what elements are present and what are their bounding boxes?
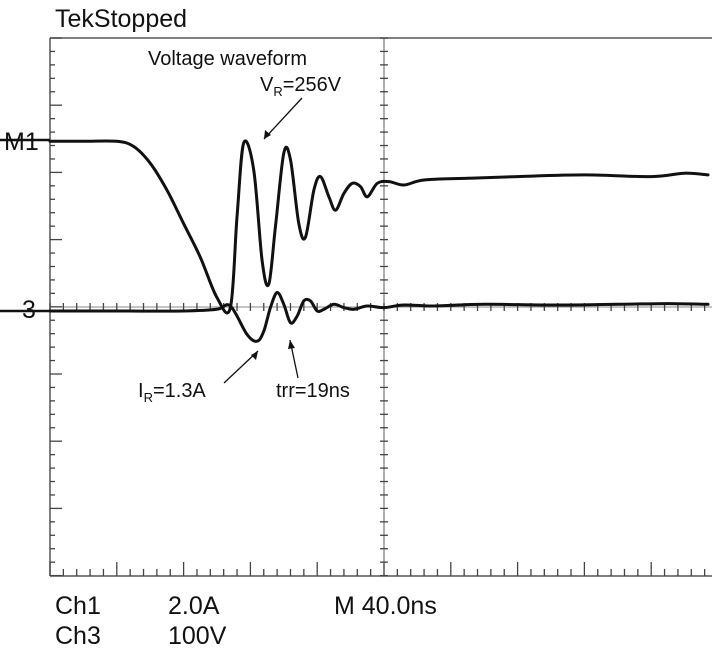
voltage-point-15 xyxy=(274,225,277,229)
trr-arrowhead xyxy=(288,340,295,349)
current-point-28 xyxy=(706,303,710,306)
current-point-1 xyxy=(115,309,119,313)
voltage-point-1 xyxy=(82,140,85,143)
voltage-point-6 xyxy=(182,222,185,225)
vr-arrowhead xyxy=(264,130,271,139)
current-point-11 xyxy=(289,321,292,324)
ch3-label: Ch3 xyxy=(55,622,101,650)
voltage-point-27 xyxy=(366,195,369,198)
voltage-point-32 xyxy=(466,177,469,180)
voltage-point-8 xyxy=(215,296,219,299)
current-point-3 xyxy=(215,308,219,311)
voltage-point-30 xyxy=(402,183,406,187)
ir-arrow xyxy=(223,350,259,384)
current-point-17 xyxy=(332,303,336,306)
current-point-23 xyxy=(432,304,436,308)
ch1-label: Ch1 xyxy=(55,592,101,620)
voltage-point-20 xyxy=(312,188,316,192)
voltage-waveform-label: Voltage waveform xyxy=(148,48,307,70)
timebase-readout: M 40.0ns xyxy=(334,592,437,620)
current-point-13 xyxy=(302,299,305,303)
current-point-19 xyxy=(352,308,356,311)
current-point-24 xyxy=(483,303,486,306)
trr-label: trr=19ns xyxy=(276,380,350,402)
current-point-20 xyxy=(366,304,369,308)
voltage-point-22 xyxy=(327,195,331,198)
trace-points xyxy=(48,140,710,343)
ir-value: =1.3A xyxy=(153,380,206,402)
ir-main: I xyxy=(138,380,144,402)
voltage-point-19 xyxy=(304,235,307,239)
current-point-12 xyxy=(296,314,299,318)
ir-arrowhead xyxy=(251,351,258,360)
current-point-7 xyxy=(262,330,265,333)
status-text: TekStopped xyxy=(55,5,187,33)
current-point-22 xyxy=(402,303,406,307)
current-point-25 xyxy=(549,303,553,307)
voltage-point-26 xyxy=(359,185,362,188)
voltage-point-17 xyxy=(289,158,292,161)
voltage-point-23 xyxy=(334,209,337,212)
voltage-point-11 xyxy=(242,141,245,145)
voltage-trace xyxy=(48,139,710,315)
voltage-point-7 xyxy=(199,256,202,259)
voltage-point-31 xyxy=(422,178,426,182)
ch1-scale: 2.0A xyxy=(168,592,220,620)
voltage-point-3 xyxy=(132,145,135,148)
voltage-point-13 xyxy=(260,259,264,262)
voltage-point-16 xyxy=(282,151,285,155)
voltage-point-34 xyxy=(583,173,586,177)
voltage-point-25 xyxy=(351,182,354,185)
current-point-10 xyxy=(282,303,285,306)
current-point-14 xyxy=(309,299,312,303)
voltage-point-28 xyxy=(376,182,379,185)
vr-value: =256V xyxy=(283,74,342,96)
current-point-0 xyxy=(48,309,52,313)
current-point-2 xyxy=(182,309,185,313)
voltage-point-24 xyxy=(342,192,346,195)
voltage-point-37 xyxy=(706,173,710,177)
ch3-scale: 100V xyxy=(168,622,227,650)
current-point-18 xyxy=(342,306,346,309)
current-point-27 xyxy=(666,302,670,305)
voltage-point-4 xyxy=(149,162,152,165)
current-trace xyxy=(48,291,710,343)
voltage-point-33 xyxy=(516,175,519,178)
vr-main: V xyxy=(260,74,274,96)
voltage-point-12 xyxy=(252,168,255,172)
voltage-point-5 xyxy=(165,188,169,192)
current-point-4 xyxy=(229,304,232,308)
marker-m1: M1 xyxy=(4,128,39,156)
current-point-26 xyxy=(616,303,619,306)
voltage-point-35 xyxy=(650,175,653,178)
ir-label: IR=1.3A xyxy=(138,380,206,405)
voltage-point-29 xyxy=(387,180,391,183)
voltage-point-2 xyxy=(115,140,119,143)
current-point-8 xyxy=(269,306,272,309)
voltage-point-36 xyxy=(683,172,686,175)
voltage-point-18 xyxy=(297,222,300,225)
current-point-21 xyxy=(382,306,386,309)
ir-subscript: R xyxy=(144,390,153,405)
current-point-6 xyxy=(255,340,259,343)
current-point-9 xyxy=(275,291,279,294)
voltage-point-14 xyxy=(267,282,270,286)
vr-subscript: R xyxy=(273,84,282,99)
current-point-15 xyxy=(316,309,319,313)
voltage-point-10 xyxy=(235,215,239,219)
current-point-5 xyxy=(245,333,249,336)
current-point-16 xyxy=(322,308,326,311)
voltage-point-21 xyxy=(319,175,322,178)
vr-arrow xyxy=(263,97,303,140)
voltage-point-0 xyxy=(48,140,52,143)
vr-label: VR=256V xyxy=(260,74,342,99)
